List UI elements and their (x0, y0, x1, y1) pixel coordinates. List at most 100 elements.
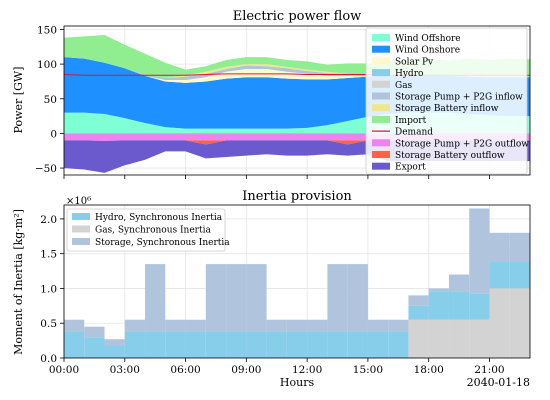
inertia-step-gas-synchronous-inertia (448, 319, 470, 358)
inertia-step-hydro-synchronous-inertia (64, 331, 85, 358)
power-legend-label-wind-offshore: Wind Offshore (395, 34, 461, 44)
inertia-step-hydro-synchronous-inertia (84, 337, 105, 358)
inertia-step-storage-synchronous-inertia (205, 264, 227, 332)
power-y-ticks: −50 0 50 100 150 (35, 24, 64, 175)
inertia-step-hydro-synchronous-inertia (266, 331, 287, 358)
inertia-x-tick-label: 00:00 (49, 364, 79, 376)
inertia-step-hydro-synchronous-inertia (347, 331, 368, 358)
inertia-y-tick-label: 2.0 (40, 214, 57, 226)
inertia-step-storage-synchronous-inertia (84, 326, 105, 338)
inertia-step-hydro-synchronous-inertia (509, 262, 530, 289)
power-legend-swatch-hydro (372, 69, 390, 77)
power-y-tick-label: 150 (37, 24, 57, 36)
power-area-solar-pv (64, 57, 530, 83)
inertia-step-hydro-synchronous-inertia (469, 293, 490, 320)
inertia-x-tick-label: 09:00 (231, 364, 261, 376)
power-legend-label-gas: Gas (395, 81, 413, 91)
power-y-tick-label: 50 (44, 94, 57, 106)
power-legend-swatch-gas (372, 80, 390, 88)
power-legend-label-import: Import (395, 116, 427, 126)
inertia-step-storage-synchronous-inertia (307, 319, 328, 332)
power-y-tick-label: 0 (50, 128, 57, 140)
inertia-step-hydro-synchronous-inertia (226, 331, 247, 358)
inertia-step-storage-synchronous-inertia (185, 319, 206, 332)
inertia-step-gas-synchronous-inertia (408, 319, 429, 358)
inertia-step-storage-synchronous-inertia (124, 319, 146, 332)
inertia-legend-label-gas-synchronous-inertia: Gas, Synchronous Inertia (95, 226, 211, 236)
power-chart-title: Electric power flow (233, 9, 362, 24)
inertia-step-hydro-synchronous-inertia (124, 331, 146, 358)
inertia-step-hydro-synchronous-inertia (489, 262, 510, 289)
inertia-step-storage-synchronous-inertia (469, 208, 490, 294)
inertia-chart-title: Inertia provision (242, 189, 352, 204)
power-legend-swatch-storage-pump-p2g-outflow (372, 139, 390, 147)
inertia-step-storage-synchronous-inertia (286, 319, 308, 332)
power-legend-label-solar-pv: Solar Pv (395, 57, 434, 67)
inertia-step-storage-synchronous-inertia (489, 232, 510, 263)
inertia-x-tick-label: 21:00 (474, 364, 504, 376)
power-legend-swatch-storage-battery-outflow (372, 151, 390, 158)
inertia-offset-text: ×10⁶ (66, 196, 91, 207)
inertia-x-tick-label: 12:00 (292, 364, 322, 376)
inertia-step-storage-synchronous-inertia (246, 264, 267, 332)
inertia-step-gas-synchronous-inertia (428, 319, 449, 358)
inertia-step-storage-synchronous-inertia (347, 264, 368, 332)
inertia-step-hydro-synchronous-inertia (428, 291, 449, 320)
power-legend-swatch-solar-pv (372, 57, 390, 65)
power-legend-swatch-wind-onshore (372, 45, 390, 53)
inertia-y-ticks: 0.0 0.5 1.0 1.5 2.0 (40, 214, 64, 365)
inertia-x-tick-label: 03:00 (110, 364, 140, 376)
power-legend-swatch-wind-offshore (372, 34, 390, 41)
inertia-areas (64, 208, 530, 358)
power-y-tick-label: −50 (35, 163, 57, 175)
inertia-legend-label-storage-synchronous-inertia: Storage, Synchronous Inertia (95, 238, 230, 248)
inertia-legend-label-hydro-synchronous-inertia: Hydro, Synchronous Inertia (95, 213, 223, 223)
inertia-step-storage-synchronous-inertia (367, 319, 389, 332)
power-legend-label-demand: Demand (395, 128, 433, 138)
inertia-legend: Hydro, Synchronous Inertia Gas, Synchrono… (66, 208, 230, 252)
inertia-step-hydro-synchronous-inertia (246, 331, 267, 358)
inertia-y-tick-label: 1.5 (40, 249, 57, 261)
inertia-legend-box (66, 208, 226, 252)
inertia-legend-swatch-storage-synchronous-inertia (72, 238, 90, 245)
power-legend-label-wind-onshore: Wind Onshore (395, 46, 460, 56)
inertia-step-gas-synchronous-inertia (469, 319, 490, 358)
inertia-y-axis-label: Moment of Inertia [kg·m²] (12, 209, 25, 355)
inertia-step-hydro-synchronous-inertia (367, 331, 389, 358)
inertia-step-hydro-synchronous-inertia (307, 331, 328, 358)
power-legend-swatch-storage-battery-inflow (372, 104, 390, 112)
inertia-y-tick-label: 0.5 (40, 318, 57, 330)
inertia-step-hydro-synchronous-inertia (448, 291, 470, 320)
inertia-step-hydro-synchronous-inertia (327, 331, 348, 358)
power-legend-swatch-export (372, 162, 390, 170)
inertia-x-ticks: 00:00 03:00 06:00 09:00 12:00 15:00 18:00 21:00 (49, 358, 505, 376)
inertia-step-hydro-synchronous-inertia (165, 331, 186, 358)
inertia-plot-frame (63, 204, 531, 359)
inertia-x-tick-label: 15:00 (353, 364, 383, 376)
power-legend-swatch-import (372, 115, 390, 123)
inertia-step-gas-synchronous-inertia (509, 288, 530, 358)
inertia-step-storage-synchronous-inertia (428, 288, 449, 292)
inertia-y-tick-label: 0.0 (40, 353, 57, 365)
inertia-step-storage-synchronous-inertia (64, 319, 85, 332)
power-legend-swatch-storage-pump-p2g-inflow (372, 92, 390, 100)
power-plot-frame (63, 25, 531, 176)
power-y-tick-label: 100 (37, 59, 57, 71)
power-legend-label-hydro: Hydro (395, 69, 423, 79)
inertia-step-hydro-synchronous-inertia (388, 331, 409, 358)
power-legend-box (365, 27, 528, 175)
power-legend-label-storage-battery-outflow: Storage Battery outflow (395, 151, 505, 161)
inertia-step-hydro-synchronous-inertia (408, 305, 429, 320)
inertia-step-storage-synchronous-inertia (509, 232, 530, 263)
inertia-step-storage-synchronous-inertia (145, 264, 166, 332)
power-legend-label-export: Export (395, 163, 426, 173)
inertia-step-storage-synchronous-inertia (448, 274, 470, 292)
inertia-legend-swatch-gas-synchronous-inertia (72, 225, 90, 233)
inertia-step-storage-synchronous-inertia (327, 264, 348, 332)
inertia-step-hydro-synchronous-inertia (286, 331, 308, 358)
inertia-x-axis-label: Hours (280, 376, 315, 389)
inertia-x-tick-label: 18:00 (414, 364, 444, 376)
inertia-step-hydro-synchronous-inertia (145, 331, 166, 358)
